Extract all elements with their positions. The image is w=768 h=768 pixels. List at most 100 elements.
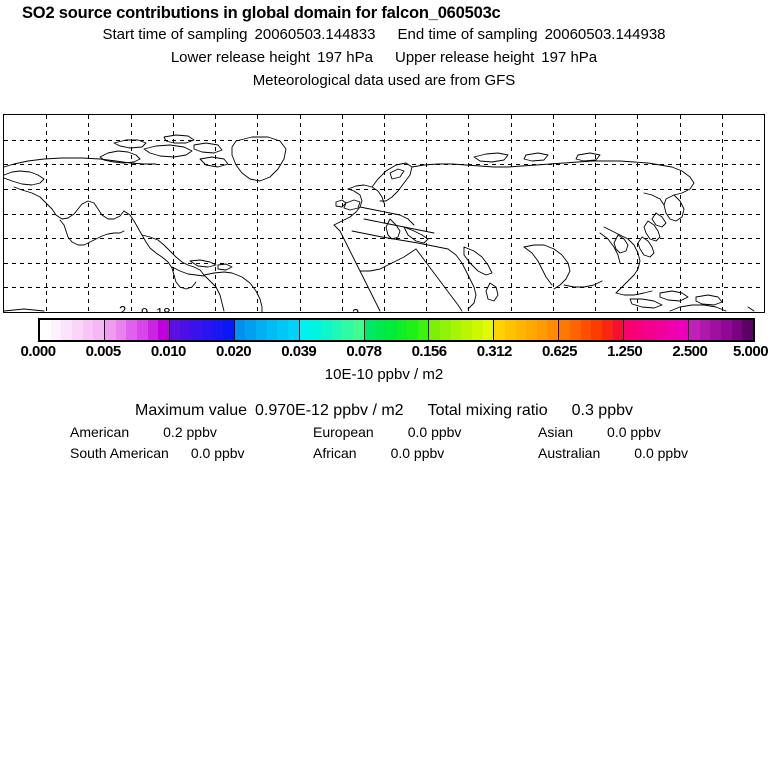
colorbar-step — [61, 320, 72, 340]
colorbar-step — [266, 320, 278, 340]
colorbar-step — [71, 320, 83, 340]
region-australian-value: 0.0 ppbv — [634, 445, 688, 461]
colorbar-step — [569, 320, 581, 340]
colorbar-step — [742, 320, 753, 340]
region-european-label: European — [313, 424, 374, 440]
colorbar-step — [50, 320, 62, 340]
colorbar-step — [299, 320, 311, 340]
colorbar-step — [440, 320, 451, 340]
colorbar-step — [731, 320, 743, 340]
region-african-label: African — [313, 445, 357, 461]
colorbar-step — [396, 320, 408, 340]
colorbar-step — [656, 320, 667, 340]
colorbar-step — [82, 320, 94, 340]
upper-release-value: 197 hPa — [541, 49, 598, 66]
map-coastlines — [4, 134, 755, 312]
colorbar-step — [526, 320, 537, 340]
total-mixing-ratio-value: 0.3 ppbv — [571, 402, 633, 419]
colorbar-step — [180, 320, 192, 340]
colorbar-step — [126, 320, 137, 340]
region-african-value: 0.0 ppbv — [390, 445, 445, 461]
map-value-label: 2 — [352, 306, 359, 312]
lower-release-label: Lower release height — [170, 49, 311, 66]
start-time-label: Start time of sampling — [102, 26, 248, 43]
end-time-label: End time of sampling — [397, 26, 538, 43]
header: SO2 source contributions in global domai… — [0, 0, 768, 92]
colorbar-band-7 — [494, 320, 560, 340]
region-row-2: South American 0.0 ppbv African 0.0 ppbv A… — [0, 443, 768, 464]
colorbar-band-3 — [234, 320, 300, 340]
colorbar-step — [191, 320, 202, 340]
colorbar-band-4 — [299, 320, 365, 340]
colorbar-step — [245, 320, 257, 340]
colorbar-step — [201, 320, 213, 340]
colorbar-step — [331, 320, 343, 340]
colorbar-step — [645, 320, 657, 340]
region-asian: Asian 0.0 ppbv — [538, 422, 738, 443]
colorbar-tick: 5.000 — [733, 343, 768, 360]
region-australian: Australian 0.0 ppbv — [538, 443, 738, 464]
colorbar-step — [364, 320, 376, 340]
colorbar-unit-label: 10E-10 ppbv / m2 — [324, 366, 444, 383]
colorbar-step — [666, 320, 678, 340]
colorbar-step — [612, 320, 624, 340]
region-asian-value: 0.0 ppbv — [607, 424, 661, 440]
colorbar-tick: 0.625 — [541, 343, 578, 360]
region-south-american: South American 0.0 ppbv — [70, 443, 313, 464]
colorbar-step — [515, 320, 527, 340]
colorbar-step — [601, 320, 613, 340]
colorbar-step — [385, 320, 397, 340]
upper-release-label: Upper release height — [395, 49, 535, 66]
colorbar-tick: 0.000 — [20, 343, 57, 360]
colorbar-step — [536, 320, 548, 340]
colorbar-tick: 1.250 — [607, 343, 643, 360]
colorbar-step — [352, 320, 364, 340]
colorbar-tick: 0.312 — [476, 343, 513, 360]
start-time-value: 20060503.144833 — [254, 26, 376, 43]
colorbar-step — [472, 320, 483, 340]
colorbar-step — [505, 320, 516, 340]
page-title: SO2 source contributions in global domai… — [22, 4, 501, 22]
map-value-labels: 291862 — [119, 303, 359, 312]
colorbar-step — [256, 320, 267, 340]
colorbar-tick: 0.156 — [411, 343, 448, 360]
colorbar-step — [450, 320, 462, 340]
lower-release-value: 197 hPa — [317, 49, 373, 66]
colorbar-step — [320, 320, 332, 340]
colorbar-tick: 0.039 — [281, 343, 317, 360]
region-american-label: American — [70, 424, 130, 440]
colorbar-step — [234, 320, 246, 340]
colorbar-step — [482, 320, 494, 340]
region-european: European 0.0 ppbv — [313, 422, 538, 443]
region-south-american-label: South American — [70, 445, 169, 461]
colorbar-step — [310, 320, 321, 340]
colorbar-step — [624, 320, 635, 340]
colorbar-step — [429, 320, 441, 340]
region-asian-label: Asian — [538, 424, 574, 440]
map-gridlines — [4, 115, 764, 312]
end-time-value: 20060503.144938 — [544, 26, 666, 43]
colorbar-step — [547, 320, 559, 340]
world-map-svg: 291862 — [4, 115, 764, 312]
colorbar-step — [677, 320, 689, 340]
colorbar-step — [40, 320, 51, 340]
world-map-panel: 291862 — [3, 114, 765, 313]
colorbar-tick: 0.078 — [346, 343, 382, 360]
colorbar-tick: 0.005 — [85, 343, 122, 360]
colorbar-band-2 — [169, 320, 235, 340]
colorbar-band-5 — [364, 320, 430, 340]
colorbar-tick: 0.010 — [150, 343, 187, 360]
total-mixing-ratio-label: Total mixing ratio — [427, 402, 548, 419]
map-value-label: 2 — [119, 303, 126, 312]
colorbar-step — [461, 320, 473, 340]
region-european-value: 0.0 ppbv — [407, 424, 462, 440]
colorbar-step — [147, 320, 159, 340]
release-height-line: Lower release height 197 hPa Upper release… — [0, 46, 768, 69]
colorbar-step — [288, 320, 299, 340]
colorbar-step — [342, 320, 353, 340]
region-african: African 0.0 ppbv — [313, 443, 538, 464]
colorbar-step — [223, 320, 234, 340]
colorbar-step — [417, 320, 429, 340]
colorbar-band-0 — [40, 320, 105, 340]
region-american: American 0.2 ppbv — [70, 422, 313, 443]
